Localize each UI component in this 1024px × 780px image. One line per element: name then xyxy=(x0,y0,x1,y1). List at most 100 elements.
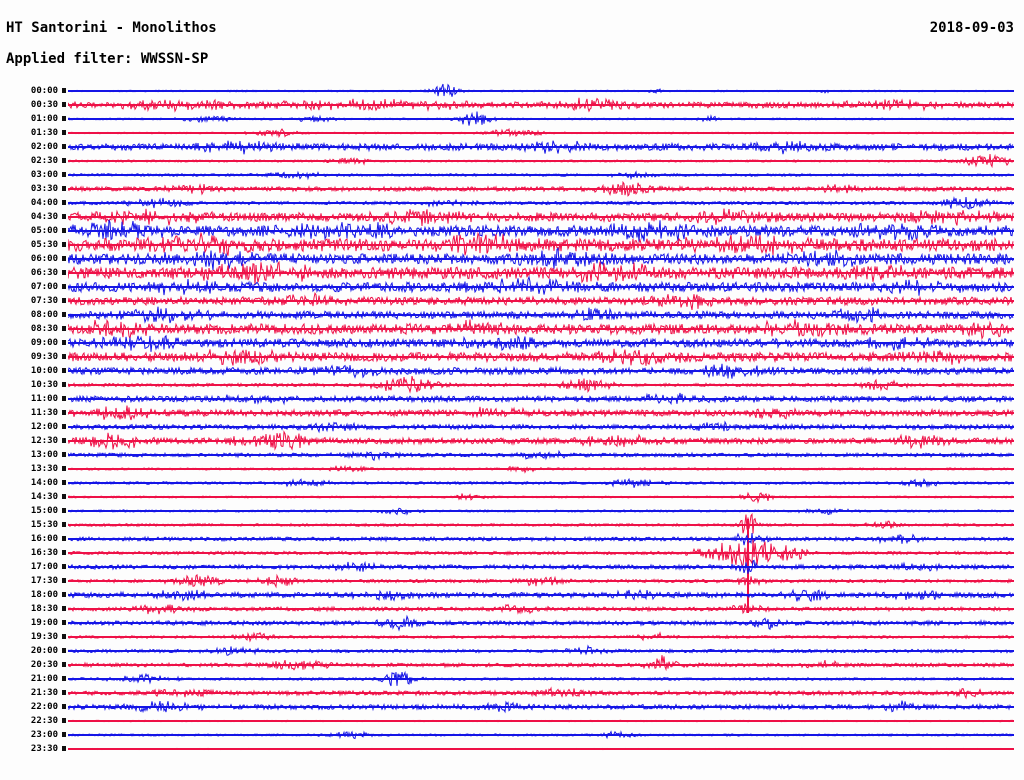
seismic-trace xyxy=(68,260,1014,285)
seismic-trace xyxy=(68,532,1014,546)
seismic-trace xyxy=(68,405,1014,421)
trace-row: 11:00 xyxy=(0,392,1024,406)
trace-tick-mark xyxy=(62,522,66,527)
seismic-trace xyxy=(68,512,1014,534)
trace-tick-mark xyxy=(62,158,66,163)
seismic-trace xyxy=(68,219,1014,242)
trace-time-label: 21:00 xyxy=(30,674,58,684)
trace-tick-mark xyxy=(62,508,66,513)
trace-tick-mark xyxy=(62,396,66,401)
trace-row: 20:30 xyxy=(0,655,1024,672)
trace-tick-mark xyxy=(62,564,66,569)
trace-tick-mark xyxy=(62,746,66,751)
trace-row: 23:00 xyxy=(0,728,1024,742)
trace-tick-mark xyxy=(62,186,66,191)
seismic-trace xyxy=(68,231,1014,256)
trace-time-label: 15:00 xyxy=(30,506,58,516)
trace-row: 19:00 xyxy=(0,614,1024,632)
trace-tick-mark xyxy=(62,130,66,135)
trace-time-label: 04:30 xyxy=(30,212,58,222)
trace-time-label: 09:00 xyxy=(30,338,58,348)
seismic-trace xyxy=(68,539,1014,567)
seismic-trace xyxy=(68,375,1014,394)
trace-row: 09:00 xyxy=(0,334,1024,352)
trace-row: 18:30 xyxy=(0,602,1024,616)
trace-time-label: 14:30 xyxy=(30,492,58,502)
trace-time-label: 18:00 xyxy=(30,590,58,600)
trace-tick-mark xyxy=(62,172,66,177)
trace-tick-mark xyxy=(62,424,66,429)
trace-row: 13:30 xyxy=(0,462,1024,476)
seismic-trace xyxy=(68,180,1014,197)
trace-row: 12:30 xyxy=(0,430,1024,451)
trace-row: 05:30 xyxy=(0,231,1024,256)
trace-row: 17:30 xyxy=(0,573,1024,589)
trace-row: 11:30 xyxy=(0,405,1024,421)
trace-row: 01:00 xyxy=(0,111,1024,126)
seismic-trace xyxy=(68,318,1014,341)
trace-tick-mark xyxy=(62,312,66,317)
trace-time-label: 00:30 xyxy=(30,100,58,110)
trace-time-label: 08:30 xyxy=(30,324,58,334)
trace-time-label: 19:00 xyxy=(30,618,58,628)
filter-label: Applied filter: WWSSN-SP xyxy=(6,51,209,67)
seismic-trace xyxy=(68,700,1014,714)
seismic-trace xyxy=(68,420,1014,434)
seismic-trace xyxy=(68,507,1014,516)
trace-time-label: 16:00 xyxy=(30,534,58,544)
trace-tick-mark xyxy=(62,88,66,93)
trace-time-label: 05:30 xyxy=(30,240,58,250)
trace-row: 02:00 xyxy=(0,140,1024,155)
trace-tick-mark xyxy=(62,578,66,583)
trace-time-label: 20:00 xyxy=(30,646,58,656)
seismic-trace xyxy=(68,449,1014,462)
trace-time-label: 22:30 xyxy=(30,716,58,726)
seismic-trace xyxy=(68,83,1014,97)
trace-time-label: 06:30 xyxy=(30,268,58,278)
trace-tick-mark xyxy=(62,270,66,275)
seismic-trace xyxy=(68,464,1014,474)
trace-row: 10:00 xyxy=(0,363,1024,379)
trace-row: 12:00 xyxy=(0,420,1024,434)
seismic-trace xyxy=(68,573,1014,589)
trace-tick-mark xyxy=(62,214,66,219)
trace-time-label: 02:00 xyxy=(30,142,58,152)
trace-row: 07:00 xyxy=(0,275,1024,296)
trace-tick-mark xyxy=(62,550,66,555)
trace-tick-mark xyxy=(62,704,66,709)
trace-tick-mark xyxy=(62,732,66,737)
trace-row: 00:30 xyxy=(0,97,1024,113)
seismic-trace xyxy=(68,614,1014,632)
seismic-trace xyxy=(68,670,1014,687)
trace-time-label: 16:30 xyxy=(30,548,58,558)
trace-time-label: 22:00 xyxy=(30,702,58,712)
trace-row: 03:30 xyxy=(0,180,1024,197)
trace-tick-mark xyxy=(62,256,66,261)
trace-tick-mark xyxy=(62,242,66,247)
trace-tick-mark xyxy=(62,718,66,723)
trace-row: 18:00 xyxy=(0,588,1024,603)
trace-time-label: 23:00 xyxy=(30,730,58,740)
trace-row: 15:00 xyxy=(0,504,1024,518)
trace-time-label: 04:00 xyxy=(30,198,58,208)
seismic-trace xyxy=(68,644,1014,656)
trace-row: 05:00 xyxy=(0,219,1024,242)
trace-time-label: 12:00 xyxy=(30,422,58,432)
seismic-trace xyxy=(68,97,1014,113)
trace-time-label: 10:00 xyxy=(30,366,58,376)
trace-time-label: 20:30 xyxy=(30,660,58,670)
trace-row: 16:30 xyxy=(0,539,1024,567)
trace-time-label: 08:00 xyxy=(30,310,58,320)
trace-row: 06:30 xyxy=(0,260,1024,285)
trace-time-label: 07:00 xyxy=(30,282,58,292)
trace-time-label: 23:30 xyxy=(30,744,58,754)
trace-time-label: 03:00 xyxy=(30,170,58,180)
trace-time-label: 17:00 xyxy=(30,562,58,572)
trace-tick-mark xyxy=(62,354,66,359)
trace-tick-mark xyxy=(62,592,66,597)
trace-row: 21:00 xyxy=(0,670,1024,687)
trace-row: 10:30 xyxy=(0,375,1024,394)
trace-row: 07:30 xyxy=(0,291,1024,311)
seismic-trace xyxy=(68,170,1014,181)
trace-time-label: 00:00 xyxy=(30,86,58,96)
